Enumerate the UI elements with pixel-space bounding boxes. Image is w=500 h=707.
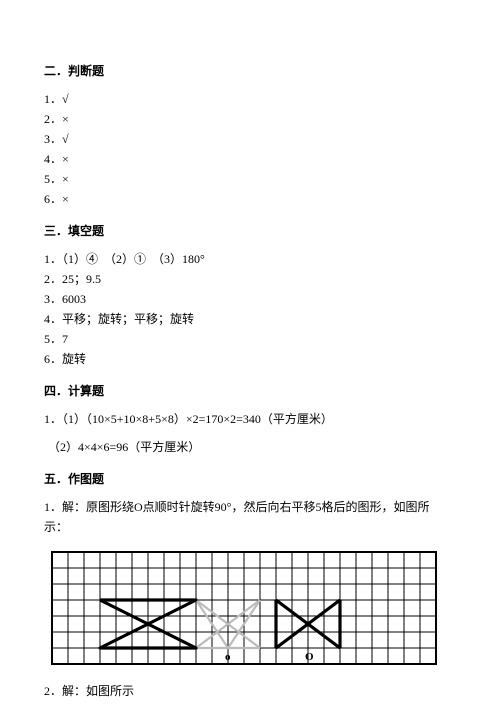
s3-a6: 6．旋转 <box>44 350 456 368</box>
section4-title: 四．计算题 <box>44 382 456 400</box>
grid-figure: oO <box>44 548 456 668</box>
svg-text:O: O <box>305 651 314 663</box>
s5-l2: 2．解：如图所示 <box>44 682 456 700</box>
s3-a5: 5．7 <box>44 330 456 348</box>
s2-a3: 3．√ <box>44 130 456 148</box>
s2-a5: 5．× <box>44 170 456 188</box>
s3-a2: 2．25；9.5 <box>44 270 456 288</box>
s2-a4: 4．× <box>44 150 456 168</box>
section3-title: 三．填空题 <box>44 222 456 240</box>
s5-l1b: 示： <box>44 518 456 536</box>
s4-l1: 1．（1）（10×5+10×8+5×8）×2=170×2=340（平方厘米） <box>44 410 456 428</box>
s3-a3: 3．6003 <box>44 290 456 308</box>
s5-l1: 1．解：原图形绕O点顺时针旋转90°，然后向右平移5格后的图形，如图所 <box>44 498 456 516</box>
section2-title: 二．判断题 <box>44 62 456 80</box>
s3-a1: 1．（1）④ （2）① （3）180° <box>44 250 456 268</box>
s2-a2: 2．× <box>44 110 456 128</box>
s4-l2: （2）4×4×6=96（平方厘米） <box>48 438 456 456</box>
section5-title: 五．作图题 <box>44 470 456 488</box>
s2-a6: 6．× <box>44 190 456 208</box>
s2-a1: 1．√ <box>44 90 456 108</box>
s3-a4: 4．平移；旋转；平移；旋转 <box>44 310 456 328</box>
svg-text:o: o <box>225 651 231 663</box>
